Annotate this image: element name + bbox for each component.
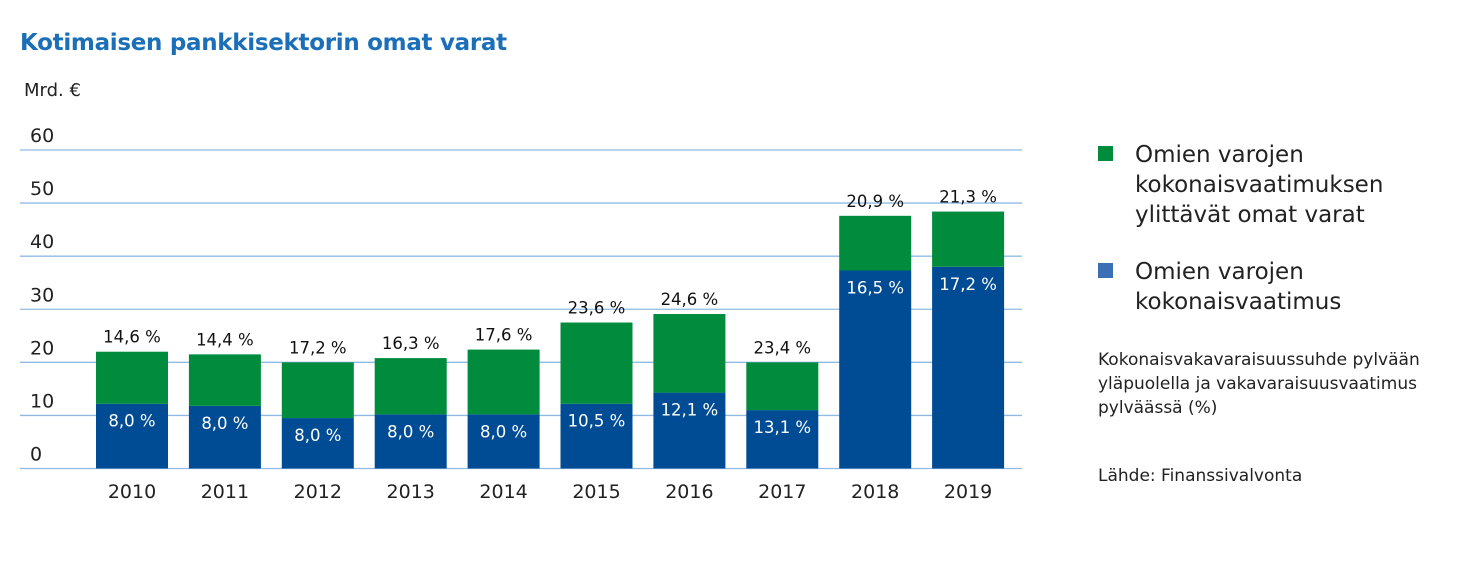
chart-source: Lähde: Finanssivalvonta bbox=[1098, 466, 1303, 486]
y-tick-label: 0 bbox=[30, 444, 42, 466]
bar-top-label: 14,4 % bbox=[196, 330, 254, 349]
legend-item-excess: Omien varojen kokonaisvaatimuksen ylittä… bbox=[1098, 140, 1435, 230]
bar-inner-label: 8,0 % bbox=[201, 414, 248, 433]
bar-segment-excess bbox=[374, 358, 447, 415]
bar-segment-requirement bbox=[188, 405, 261, 469]
x-tick-label: 2010 bbox=[108, 481, 156, 503]
bar-segment-requirement bbox=[839, 270, 912, 469]
bar-segment-excess bbox=[560, 322, 633, 404]
legend-swatch-blue bbox=[1098, 263, 1113, 278]
y-axis-label: Mrd. € bbox=[24, 80, 81, 101]
legend-item-requirement: Omien varojen kokonaisvaatimus bbox=[1098, 257, 1395, 317]
bar-segment-excess bbox=[653, 314, 726, 393]
bar-segment-requirement bbox=[932, 266, 1005, 469]
bar-top-label: 14,6 % bbox=[103, 328, 161, 347]
x-tick-label: 2014 bbox=[479, 481, 527, 503]
y-tick-label: 10 bbox=[30, 390, 54, 412]
bar-top-label: 20,9 % bbox=[846, 192, 904, 211]
legend-label: Omien varojen kokonaisvaatimuksen ylittä… bbox=[1135, 142, 1384, 228]
y-tick-label: 60 bbox=[30, 125, 54, 147]
bar-segment-requirement bbox=[374, 414, 447, 469]
bar-inner-label: 8,0 % bbox=[480, 422, 527, 441]
bar-inner-label: 8,0 % bbox=[108, 412, 155, 431]
x-tick-label: 2013 bbox=[387, 481, 435, 503]
x-tick-label: 2011 bbox=[201, 481, 249, 503]
bar-segment-requirement bbox=[746, 410, 819, 469]
bar-segment-requirement bbox=[96, 403, 168, 469]
bar-inner-label: 8,0 % bbox=[387, 422, 434, 441]
x-tick-label: 2012 bbox=[294, 481, 342, 503]
chart-note: Kokonaisvakavaraisuussuhde pylvään yläpu… bbox=[1098, 350, 1420, 418]
bar-inner-label: 17,2 % bbox=[939, 275, 997, 294]
bar-inner-label: 12,1 % bbox=[661, 401, 719, 420]
bar-segment-excess bbox=[932, 211, 1005, 267]
bar-top-label: 23,6 % bbox=[568, 299, 626, 318]
bar-segment-excess bbox=[839, 215, 912, 271]
bar-segment-excess bbox=[746, 362, 819, 411]
bar-top-label: 17,2 % bbox=[289, 338, 347, 357]
y-tick-label: 40 bbox=[30, 231, 54, 253]
x-tick-label: 2018 bbox=[851, 481, 899, 503]
x-tick-label: 2016 bbox=[665, 481, 713, 503]
y-tick-label: 50 bbox=[30, 178, 54, 200]
bar-segment-excess bbox=[188, 354, 261, 406]
x-tick-label: 2015 bbox=[572, 481, 620, 503]
bar-inner-label: 8,0 % bbox=[294, 426, 341, 445]
legend-swatch-green bbox=[1098, 146, 1113, 161]
bar-segment-requirement bbox=[560, 403, 633, 469]
bar-top-label: 23,4 % bbox=[753, 338, 811, 357]
bar-top-label: 24,6 % bbox=[661, 290, 719, 309]
bar-inner-label: 10,5 % bbox=[568, 412, 626, 431]
bar-segment-excess bbox=[96, 351, 168, 404]
y-tick-label: 30 bbox=[30, 284, 54, 306]
bar-segment-requirement bbox=[653, 392, 726, 469]
bar-segment-excess bbox=[467, 349, 540, 415]
bar-inner-label: 16,5 % bbox=[846, 278, 904, 297]
bar-segment-requirement bbox=[281, 418, 354, 469]
bar-segment-requirement bbox=[467, 414, 540, 469]
y-tick-label: 20 bbox=[30, 337, 54, 359]
x-tick-label: 2019 bbox=[944, 481, 992, 503]
bar-top-label: 17,6 % bbox=[475, 326, 533, 345]
x-tick-label: 2017 bbox=[758, 481, 806, 503]
chart-title: Kotimaisen pankkisektorin omat varat bbox=[20, 30, 507, 56]
bar-segment-excess bbox=[281, 362, 354, 419]
bar-top-label: 16,3 % bbox=[382, 334, 440, 353]
legend-label: Omien varojen kokonaisvaatimus bbox=[1135, 259, 1342, 315]
bar-chart: 0 10 20 30 40 50 60 8,0 % 14,6 % 2010 8,0 % 14,4 % 2… bbox=[20, 125, 1022, 503]
bar-top-label: 21,3 % bbox=[939, 188, 997, 207]
bar-inner-label: 13,1 % bbox=[753, 418, 811, 437]
